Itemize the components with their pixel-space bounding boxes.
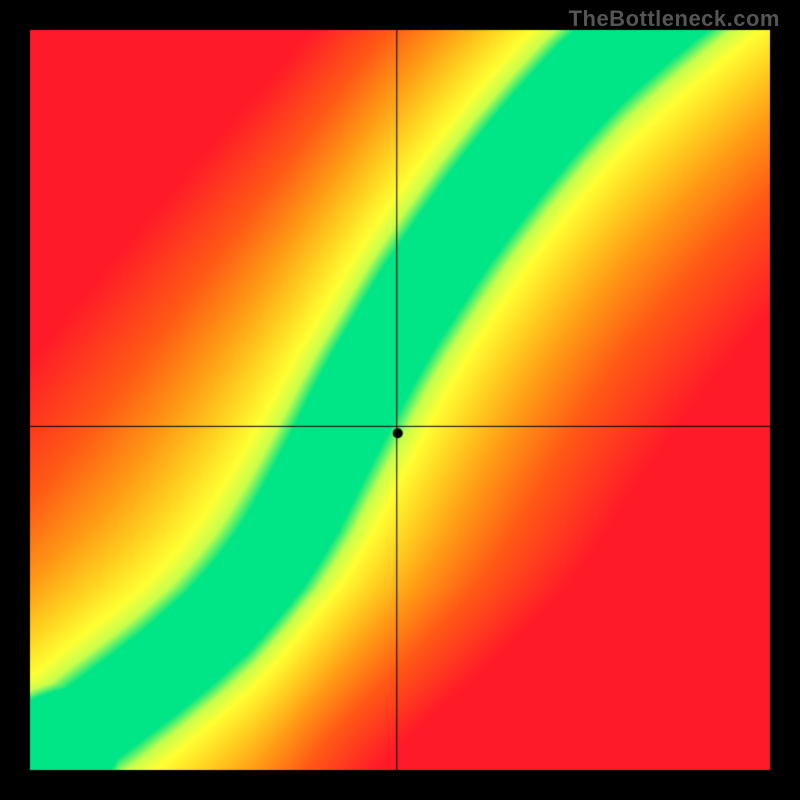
heatmap-canvas — [0, 0, 800, 800]
chart-container: TheBottleneck.com — [0, 0, 800, 800]
watermark-label: TheBottleneck.com — [569, 6, 780, 32]
